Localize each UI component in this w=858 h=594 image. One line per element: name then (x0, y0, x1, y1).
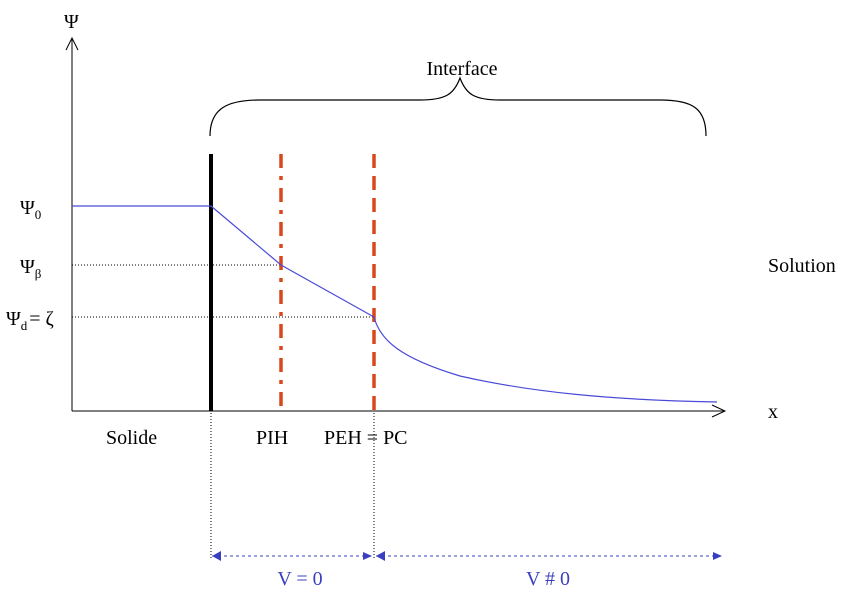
interface-label: Interface (426, 58, 497, 80)
v-zero-arrow-tail-icon (212, 551, 221, 561)
v-nonzero-arrow-tail-icon (376, 551, 385, 561)
peh-pc-label: PEH = PC (324, 427, 408, 449)
x-axis-label: x (768, 401, 778, 423)
v-nonzero-label: V # 0 (526, 568, 570, 590)
solide-label: Solide (106, 427, 157, 449)
x-axis-arrow-icon (711, 404, 727, 418)
psibeta-label: Ψβ (20, 256, 42, 281)
potential-curve (72, 205, 718, 403)
v-zero-label: V = 0 (277, 568, 322, 590)
y-axis-label: Ψ (64, 11, 79, 33)
interface-brace (209, 76, 707, 137)
y-axis-arrow-icon (65, 36, 79, 51)
solution-label: Solution (768, 255, 836, 277)
pih-label: PIH (256, 427, 288, 449)
psid-label: Ψd = ζ (6, 308, 54, 333)
psi0-label: Ψ0 (20, 197, 41, 222)
